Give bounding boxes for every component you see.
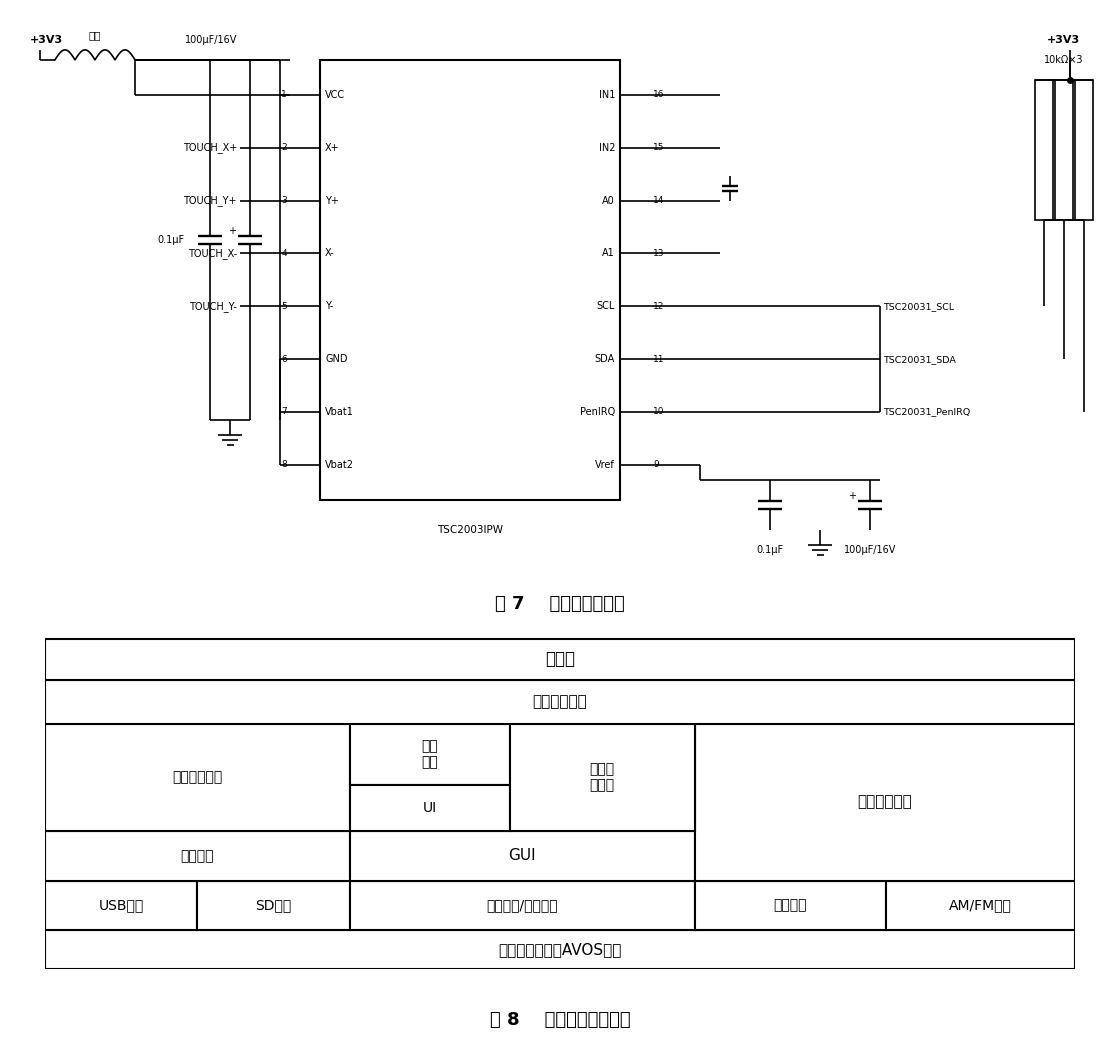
Text: 音频输出模块: 音频输出模块 [858, 795, 913, 810]
Text: 0.1μF: 0.1μF [158, 235, 185, 245]
Text: 16: 16 [653, 91, 664, 99]
Text: TOUCH_Y-: TOUCH_Y- [189, 301, 237, 312]
Bar [45, 880, 197, 930]
Bar [197, 880, 349, 930]
Text: SD驱动: SD驱动 [255, 898, 291, 912]
Text: A0: A0 [603, 196, 615, 205]
Text: SDA: SDA [595, 354, 615, 364]
Text: 13: 13 [653, 249, 664, 258]
Text: 1: 1 [281, 91, 287, 99]
Text: 4: 4 [281, 249, 287, 258]
Text: 应用层: 应用层 [545, 650, 575, 669]
Text: 11: 11 [653, 355, 664, 363]
Bar [45, 679, 1075, 723]
Text: 图 8    系统软件体系结构: 图 8 系统软件体系结构 [489, 1011, 631, 1029]
Text: 显示驱动/视频解码: 显示驱动/视频解码 [486, 898, 558, 912]
Text: TSC20031_PenIRQ: TSC20031_PenIRQ [883, 408, 970, 417]
Text: IN2: IN2 [598, 143, 615, 153]
Text: 2: 2 [281, 143, 287, 153]
Text: 视频输
出模块: 视频输 出模块 [590, 762, 615, 793]
Text: 10kΩ×3: 10kΩ×3 [1044, 55, 1084, 65]
Bar [349, 723, 510, 784]
Text: PenIRQ: PenIRQ [580, 406, 615, 417]
Bar [349, 784, 510, 831]
Bar [696, 880, 886, 930]
Text: 6: 6 [281, 355, 287, 363]
Text: GND: GND [325, 354, 347, 364]
Text: 7: 7 [281, 408, 287, 417]
Text: UI: UI [422, 801, 437, 815]
Text: 12: 12 [653, 302, 664, 311]
Text: VCC: VCC [325, 90, 345, 100]
Text: 8: 8 [281, 460, 287, 470]
Text: 嵌入式操作系统AVOS内核: 嵌入式操作系统AVOS内核 [498, 941, 622, 957]
Bar [510, 723, 696, 831]
Text: 中心调度模块: 中心调度模块 [533, 694, 587, 709]
Bar [45, 723, 349, 831]
Text: Y-: Y- [325, 301, 334, 312]
Bar [1055, 80, 1073, 220]
Text: TOUCH_X+: TOUCH_X+ [183, 142, 237, 153]
Text: SCL: SCL [597, 301, 615, 312]
Bar [696, 723, 1075, 880]
Text: +: + [848, 491, 856, 501]
Text: TOUCH_X-: TOUCH_X- [188, 247, 237, 259]
Text: 文件访问模块: 文件访问模块 [172, 771, 223, 784]
Bar [320, 60, 620, 500]
Bar [45, 831, 349, 880]
Text: 14: 14 [653, 196, 664, 205]
Bar [886, 880, 1075, 930]
Text: 音频驱动: 音频驱动 [774, 898, 808, 912]
Text: 文件系统: 文件系统 [180, 849, 214, 862]
Bar [349, 880, 696, 930]
Bar [1035, 80, 1053, 220]
Text: +3V3: +3V3 [1047, 35, 1080, 45]
Text: 100μF/16V: 100μF/16V [185, 35, 237, 45]
Text: TSC20031_SDA: TSC20031_SDA [883, 355, 955, 363]
Text: TOUCH_Y+: TOUCH_Y+ [184, 195, 237, 206]
Text: Vref: Vref [595, 460, 615, 470]
Bar [349, 831, 696, 880]
Text: 磁珠: 磁珠 [88, 29, 101, 40]
Bar [45, 639, 1075, 679]
Text: TSC20031_SCL: TSC20031_SCL [883, 302, 954, 311]
Text: 3: 3 [281, 196, 287, 205]
Text: GUI: GUI [508, 849, 536, 863]
Text: X-: X- [325, 249, 335, 258]
Text: 5: 5 [281, 302, 287, 311]
Bar [45, 930, 1075, 969]
Text: USB驱动: USB驱动 [99, 898, 143, 912]
Text: AM/FM驱动: AM/FM驱动 [949, 898, 1011, 912]
Text: 100μF/16V: 100μF/16V [843, 544, 896, 555]
Text: TSC2003IPW: TSC2003IPW [437, 524, 503, 535]
Text: +: + [228, 225, 236, 236]
Text: A1: A1 [603, 249, 615, 258]
Text: IN1: IN1 [598, 90, 615, 100]
Text: X+: X+ [325, 143, 339, 153]
Text: 图 7    触摸屏接口电路: 图 7 触摸屏接口电路 [495, 595, 625, 613]
Text: Y+: Y+ [325, 196, 339, 205]
Text: +3V3: +3V3 [30, 35, 63, 45]
Text: 9: 9 [653, 460, 659, 470]
Text: Vbat1: Vbat1 [325, 406, 354, 417]
Text: 15: 15 [653, 143, 664, 153]
Bar [1075, 80, 1093, 220]
Text: 10: 10 [653, 408, 664, 417]
Text: 0.1μF: 0.1μF [756, 544, 784, 555]
Text: 窗口
模块: 窗口 模块 [421, 739, 438, 770]
Text: Vbat2: Vbat2 [325, 460, 354, 470]
